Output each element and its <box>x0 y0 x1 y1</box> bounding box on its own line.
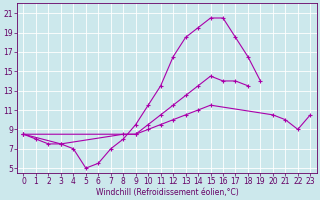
X-axis label: Windchill (Refroidissement éolien,°C): Windchill (Refroidissement éolien,°C) <box>96 188 238 197</box>
